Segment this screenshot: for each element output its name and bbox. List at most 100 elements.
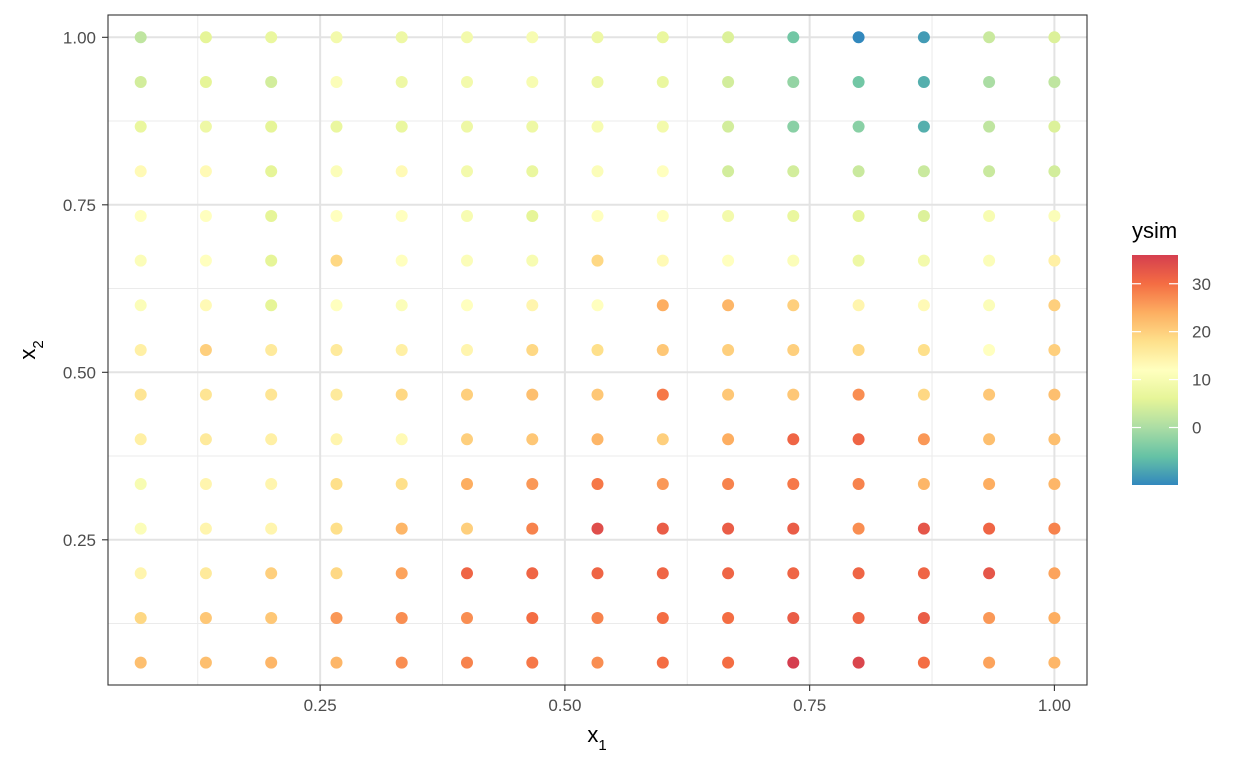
data-point [460,210,473,222]
data-point [265,344,278,356]
data-point [656,120,669,133]
data-point [330,433,343,446]
x-axis-title: x1 [587,722,606,754]
data-point [852,120,865,133]
data-point [460,567,473,580]
data-point [134,120,147,133]
data-point [526,478,539,490]
data-point [1048,612,1061,624]
data-point [134,76,147,88]
data-point [917,299,930,312]
data-point [591,120,604,133]
data-point [1048,76,1061,88]
data-point [983,656,996,669]
data-point [852,567,865,580]
data-point [526,388,539,401]
data-point [526,567,539,580]
data-point [656,165,669,178]
data-point [134,344,147,356]
data-point [787,299,800,312]
data-point [591,656,604,669]
data-point [199,388,212,401]
data-point [983,210,996,222]
data-point [656,522,669,535]
data-point [787,478,800,490]
colorbar-label: 0 [1192,419,1201,438]
y-tick-label: 0.75 [63,196,96,215]
data-point [460,299,473,312]
data-point [265,388,278,401]
data-point [330,388,343,401]
data-point [526,344,539,356]
data-point [787,388,800,401]
data-point [460,612,473,624]
y-tick-label: 1.00 [63,28,96,47]
data-point [917,433,930,446]
data-point [134,656,147,669]
data-point [199,299,212,312]
data-point [656,478,669,490]
data-point [852,31,865,44]
data-point [1048,433,1061,446]
data-point [722,388,735,401]
data-point [199,612,212,624]
data-point [591,433,604,446]
data-point [656,656,669,669]
data-point [852,522,865,535]
data-point [852,210,865,222]
data-point [787,120,800,133]
data-point [591,165,604,178]
y-axis-title-subscript: 2 [30,340,47,348]
data-point [526,254,539,267]
data-point [722,478,735,490]
data-point [722,612,735,624]
data-point [983,31,996,44]
data-point [656,388,669,401]
x-tick-label: 0.50 [548,696,581,715]
data-point [722,299,735,312]
data-point [1048,478,1061,490]
data-point [983,478,996,490]
data-point [917,120,930,133]
data-point [134,299,147,312]
data-point [330,31,343,44]
data-point [265,165,278,178]
data-point [330,656,343,669]
data-point [983,165,996,178]
data-point [591,478,604,490]
data-point [722,656,735,669]
data-point [199,210,212,222]
data-point [983,612,996,624]
x-axis: 0.25 0.50 0.75 1.00 [304,685,1071,715]
data-point [656,31,669,44]
data-point [852,433,865,446]
data-point [526,31,539,44]
data-point [722,120,735,133]
data-point [656,254,669,267]
data-point [460,165,473,178]
y-tick-label: 0.50 [63,363,96,382]
data-point [199,478,212,490]
data-point [787,344,800,356]
data-point [917,210,930,222]
data-point [526,612,539,624]
data-point [526,210,539,222]
colorbar [1132,255,1178,485]
data-point [265,567,278,580]
data-point [1048,120,1061,133]
data-point [787,210,800,222]
data-point [917,656,930,669]
data-point [134,210,147,222]
data-point [722,31,735,44]
x-axis-title-subscript: 1 [598,737,606,754]
data-point [460,76,473,88]
data-point [983,522,996,535]
data-point [134,31,147,44]
data-point [134,522,147,535]
data-point [395,388,408,401]
data-point [852,388,865,401]
data-point [199,344,212,356]
data-point [460,120,473,133]
data-point [134,478,147,490]
data-point [460,522,473,535]
